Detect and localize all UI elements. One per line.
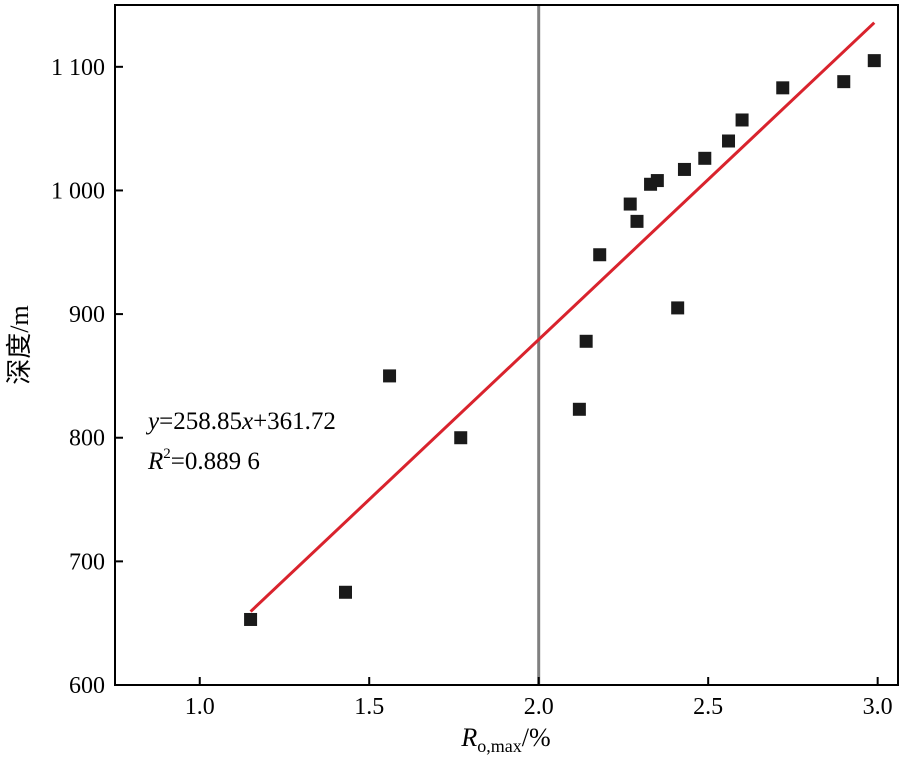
r-squared-value: =0.889 6 xyxy=(171,448,260,475)
data-point xyxy=(735,113,749,127)
y-tick-label: 800 xyxy=(69,426,105,452)
regression-line xyxy=(249,21,876,613)
svg-text:R2=0.889 6: R2=0.889 6 xyxy=(147,446,260,475)
x-axis-title: Ro,max/% xyxy=(460,723,550,756)
x-axis-title-sub: o,max xyxy=(477,736,522,756)
y-tick-label: 600 xyxy=(69,673,105,699)
data-point xyxy=(671,301,685,315)
data-point xyxy=(454,431,468,445)
data-point xyxy=(630,214,644,228)
data-point xyxy=(383,369,397,383)
data-point xyxy=(572,402,586,416)
y-axis-title: 深度/m xyxy=(5,305,34,384)
x-axis-title-unit: /% xyxy=(522,723,551,752)
y-tick-label: 900 xyxy=(69,302,105,328)
x-tick-label: 1.5 xyxy=(354,694,384,720)
regression-equation: y=258.85x+361.72 R2=0.889 6 xyxy=(145,408,336,475)
data-point xyxy=(867,54,881,68)
x-tick-label: 1.0 xyxy=(185,694,215,720)
svg-text:y=258.85x+361.72: y=258.85x+361.72 xyxy=(145,408,336,435)
x-tick-label: 2.5 xyxy=(693,694,723,720)
x-tick-label: 2.0 xyxy=(524,694,554,720)
data-point xyxy=(677,162,691,176)
equation-y-var: y xyxy=(145,408,160,435)
data-point xyxy=(650,174,664,188)
data-point xyxy=(722,134,736,148)
y-tick-label: 1 000 xyxy=(51,178,105,204)
equation-x-var: x xyxy=(241,408,253,435)
equation-tail: +361.72 xyxy=(253,408,336,435)
data-point xyxy=(837,75,851,89)
r-squared-exponent: 2 xyxy=(163,446,171,462)
data-point xyxy=(623,197,637,211)
y-tick-label: 1 100 xyxy=(51,55,105,81)
r-squared-label: R xyxy=(147,448,163,475)
equation-body: =258.85 xyxy=(159,408,242,435)
data-point xyxy=(776,81,790,95)
x-axis-title-main: R xyxy=(460,723,477,752)
plot-frame xyxy=(114,4,899,686)
data-point xyxy=(338,585,352,599)
x-tick-label: 3.0 xyxy=(863,694,893,720)
data-point xyxy=(698,151,712,165)
data-point xyxy=(579,334,593,348)
y-tick-label: 700 xyxy=(69,549,105,575)
data-point xyxy=(593,248,607,262)
data-point xyxy=(244,612,258,626)
